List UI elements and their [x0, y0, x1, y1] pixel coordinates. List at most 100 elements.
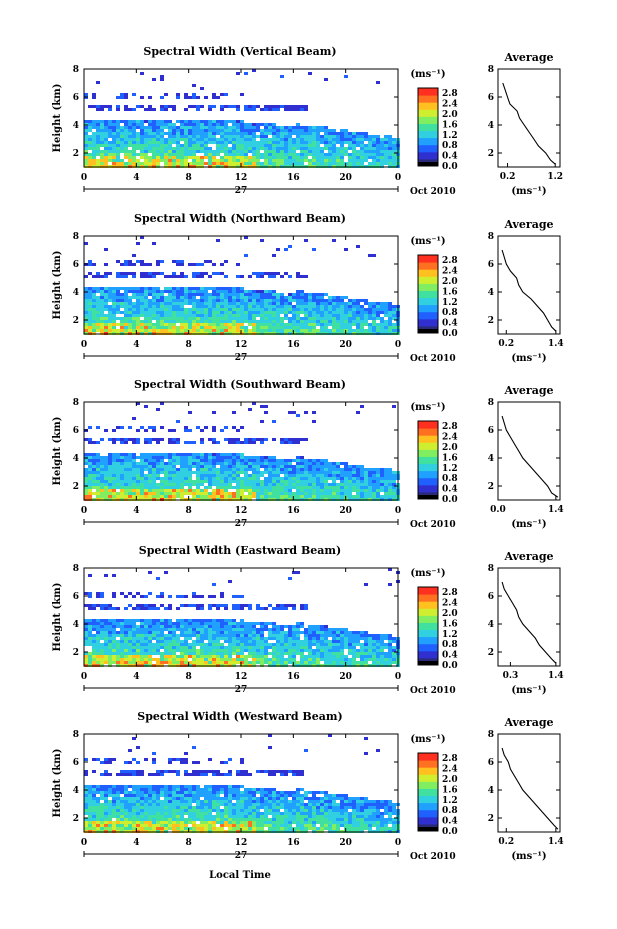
heatmap-cell	[208, 492, 212, 495]
heatmap-cell	[296, 471, 300, 474]
heatmap-cell	[388, 156, 392, 159]
colorbar-swatch	[418, 109, 438, 117]
heatmap-cell	[232, 622, 236, 625]
heatmap-cell	[276, 486, 280, 489]
heatmap-cell	[88, 329, 92, 332]
heatmap-cell	[184, 622, 188, 625]
heatmap-cell	[284, 634, 288, 637]
colorbar-tick-label: 2.4	[442, 267, 458, 277]
heatmap-cell	[168, 308, 172, 311]
heatmap-cell	[348, 326, 352, 329]
heatmap-cell	[204, 132, 208, 135]
heatmap-cell	[216, 459, 220, 462]
y-tick-label: 4	[73, 454, 79, 464]
heatmap-cell	[288, 637, 292, 640]
heatmap-cell	[104, 329, 108, 332]
heatmap-cell	[140, 144, 144, 147]
heatmap-cell	[392, 150, 396, 153]
heatmap-cell	[196, 465, 200, 468]
heatmap-cell	[196, 123, 200, 126]
heatmap-cell	[152, 323, 156, 326]
heatmap-cell	[368, 311, 372, 314]
heatmap-cell	[180, 162, 184, 165]
heatmap-cell	[144, 293, 148, 296]
heatmap-cell	[288, 483, 292, 486]
heatmap-cell	[140, 260, 144, 263]
heatmap-cell	[196, 329, 200, 332]
heatmap-cell	[252, 658, 256, 661]
heatmap-cell	[216, 162, 220, 165]
heatmap-cell	[208, 661, 212, 664]
colorbar-base	[418, 495, 438, 499]
heatmap-cell	[156, 474, 160, 477]
heatmap-cell	[208, 631, 212, 634]
heatmap-cell	[164, 120, 168, 123]
heatmap-cell	[156, 320, 160, 323]
heatmap-cell	[352, 495, 356, 498]
heatmap-cell	[296, 495, 300, 498]
heatmap-cell	[104, 308, 108, 311]
heatmap-cell	[336, 471, 340, 474]
heatmap-cell	[204, 123, 208, 126]
heatmap-cell	[136, 162, 140, 165]
heatmap-cell	[120, 619, 124, 622]
heatmap-cell	[176, 314, 180, 317]
heatmap-cell	[148, 625, 152, 628]
heatmap-cell	[348, 477, 352, 480]
heatmap-cell	[108, 468, 112, 471]
heatmap-cell	[188, 655, 192, 658]
colorbar-swatch	[418, 116, 438, 124]
heatmap-cell	[96, 272, 100, 275]
heatmap-cell	[384, 471, 388, 474]
heatmap-cell	[108, 290, 112, 293]
heatmap-cell	[88, 607, 92, 610]
heatmap-cell	[188, 652, 192, 655]
heatmap-cell	[292, 483, 296, 486]
heatmap-cell	[216, 239, 220, 242]
heatmap-cell	[124, 302, 128, 305]
heatmap-cell	[324, 308, 328, 311]
heatmap-cell	[280, 75, 284, 78]
heatmap-cell	[348, 471, 352, 474]
heatmap-cell	[364, 474, 368, 477]
colorbar-swatch	[418, 477, 438, 486]
heatmap-cell	[136, 628, 140, 631]
heatmap-cell	[304, 320, 308, 323]
heatmap-cell	[196, 144, 200, 147]
heatmap-cell	[128, 628, 132, 631]
heatmap-cell	[172, 658, 176, 661]
panel-3: Spectral Width (Eastward Beam)Height (km…	[52, 544, 564, 696]
heatmap-cell	[100, 326, 104, 329]
heatmap-cell	[244, 320, 248, 323]
heatmap-cell	[240, 607, 244, 610]
heatmap-cell	[112, 607, 116, 610]
heatmap-cell	[232, 314, 236, 317]
heatmap-cell	[308, 72, 312, 75]
heatmap-cell	[96, 468, 100, 471]
heatmap-cell	[160, 637, 164, 640]
heatmap-cell	[192, 604, 196, 607]
heatmap-cell	[292, 628, 296, 631]
heatmap-cell	[188, 453, 192, 456]
heatmap-cell	[200, 468, 204, 471]
heatmap-cell	[144, 640, 148, 643]
heatmap-cell	[184, 625, 188, 628]
heatmap-cell	[172, 108, 176, 111]
heatmap-cell	[192, 462, 196, 465]
heatmap-cell	[244, 132, 248, 135]
heatmap-cell	[316, 625, 320, 628]
heatmap-cell	[240, 595, 244, 598]
heatmap-cell	[236, 483, 240, 486]
heatmap-cell	[236, 628, 240, 631]
heatmap-cell	[288, 661, 292, 664]
heatmap-cell	[228, 477, 232, 480]
heatmap-cell	[196, 132, 200, 135]
heatmap-cell	[332, 628, 336, 631]
heatmap-cell	[160, 628, 164, 631]
heatmap-cell	[224, 314, 228, 317]
heatmap-cell	[140, 105, 144, 108]
y-tick-label: 6	[73, 93, 79, 103]
heatmap-cell	[144, 646, 148, 649]
heatmap-cell	[144, 622, 148, 625]
heatmap-cell	[264, 305, 268, 308]
